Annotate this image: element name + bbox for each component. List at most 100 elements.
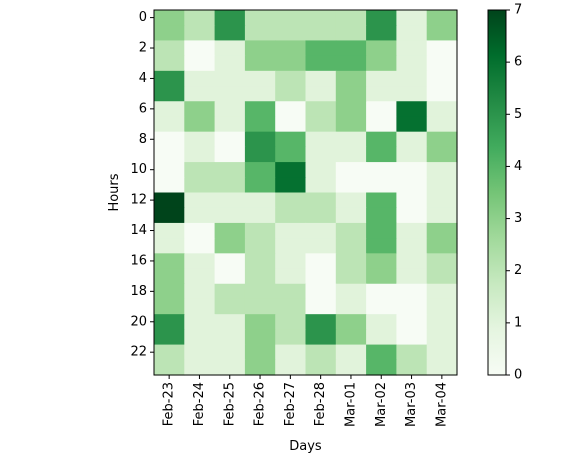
- heatmap-cell: [335, 70, 367, 87]
- heatmap-cell: [335, 55, 367, 72]
- heatmap-cell: [275, 116, 307, 133]
- heatmap-cell: [366, 268, 397, 285]
- heatmap-cell: [244, 359, 276, 376]
- y-tick-label: 12: [130, 193, 147, 208]
- heatmap-cell: [426, 55, 458, 72]
- heatmap-cell: [396, 131, 428, 148]
- heatmap-cell: [426, 298, 458, 315]
- heatmap-cell: [366, 283, 397, 300]
- heatmap-cell: [214, 86, 246, 102]
- heatmap-cell: [335, 222, 367, 239]
- heatmap-cell: [396, 359, 428, 376]
- heatmap-cell: [305, 10, 337, 26]
- heatmap-cell: [426, 116, 458, 133]
- heatmap-cell: [335, 314, 367, 330]
- heatmap-cell: [366, 25, 397, 42]
- heatmap-cell: [214, 222, 246, 239]
- colorbar-tick-label: 0: [514, 368, 522, 383]
- heatmap-cell: [214, 146, 246, 163]
- heatmap-cell: [184, 86, 216, 102]
- heatmap-cell: [275, 162, 307, 178]
- heatmap-cell: [335, 10, 367, 26]
- x-tick-label: Feb-25: [222, 382, 237, 426]
- y-tick-label: 22: [130, 345, 147, 360]
- heatmap-cell: [154, 146, 185, 163]
- heatmap-cell: [184, 101, 216, 118]
- heatmap-cell: [154, 344, 185, 361]
- heatmap-cell: [305, 359, 337, 376]
- heatmap-cell: [184, 207, 216, 224]
- y-tick-label: 0: [139, 10, 147, 25]
- heatmap-cell: [305, 131, 337, 148]
- heatmap-cell: [184, 329, 216, 346]
- y-tick-label: 6: [139, 101, 147, 116]
- heatmap-cell: [244, 101, 276, 118]
- heatmap-cell: [396, 25, 428, 42]
- heatmap-cell: [154, 192, 185, 209]
- x-tick-label: Feb-26: [253, 382, 268, 426]
- heatmap-cell: [366, 131, 397, 148]
- y-tick-label: 16: [130, 253, 147, 268]
- heatmap-cell: [154, 359, 185, 376]
- heatmap-cell: [305, 207, 337, 224]
- heatmap-cell: [275, 314, 307, 330]
- heatmap-cell: [244, 253, 276, 270]
- heatmap-cell: [154, 238, 185, 254]
- y-tick-label: 10: [130, 162, 147, 177]
- heatmap-cell: [366, 329, 397, 346]
- heatmap-cell: [396, 70, 428, 87]
- heatmap-cell: [184, 298, 216, 315]
- heatmap-cell: [214, 238, 246, 254]
- heatmap-cell: [244, 344, 276, 361]
- heatmap-cell: [154, 101, 185, 118]
- heatmap-cell: [244, 146, 276, 163]
- y-tick-label: 2: [139, 41, 147, 56]
- heatmap-cell: [335, 146, 367, 163]
- x-tick-label: Feb-27: [283, 382, 298, 426]
- heatmap-cell: [154, 10, 185, 26]
- heatmap-cell: [335, 25, 367, 42]
- heatmap-cell: [275, 207, 307, 224]
- heatmap-cell: [275, 55, 307, 72]
- heatmap-cell: [335, 101, 367, 118]
- heatmap-cell: [335, 283, 367, 300]
- heatmap-cell: [335, 344, 367, 361]
- heatmap-cell: [214, 192, 246, 209]
- heatmap-cell: [366, 207, 397, 224]
- heatmap-cell: [214, 162, 246, 178]
- heatmap-cell: [426, 10, 458, 26]
- heatmap-cell: [426, 268, 458, 285]
- colorbar-tick-label: 6: [514, 55, 522, 70]
- heatmap-cell: [275, 40, 307, 57]
- heatmap-cell: [244, 131, 276, 148]
- heatmap-cell: [154, 329, 185, 346]
- heatmap-cell: [275, 268, 307, 285]
- heatmap-cell: [244, 10, 276, 26]
- heatmap-cell: [184, 146, 216, 163]
- heatmap-cell: [184, 314, 216, 330]
- heatmap-cell: [275, 283, 307, 300]
- heatmap-cell: [335, 116, 367, 133]
- heatmap-cell: [214, 314, 246, 330]
- heatmap-cell: [275, 222, 307, 239]
- heatmap-cell: [335, 162, 367, 178]
- heatmap-cell: [214, 177, 246, 194]
- heatmap-cell: [154, 86, 185, 102]
- heatmap-cell: [305, 298, 337, 315]
- heatmap-cell: [305, 70, 337, 87]
- heatmap-cell: [426, 86, 458, 102]
- heatmap-cell: [244, 238, 276, 254]
- heatmap-cell: [426, 238, 458, 254]
- heatmap-cell: [396, 86, 428, 102]
- heatmap-cell: [366, 222, 397, 239]
- heatmap-cell: [214, 40, 246, 57]
- heatmap-cell: [214, 359, 246, 376]
- heatmap-cell: [426, 25, 458, 42]
- heatmap-cell: [154, 268, 185, 285]
- heatmap-cell: [305, 146, 337, 163]
- heatmap-cell: [426, 329, 458, 346]
- heatmap-cell: [275, 25, 307, 42]
- heatmap-cell: [305, 283, 337, 300]
- heatmap-cell: [396, 146, 428, 163]
- heatmap-cell: [426, 131, 458, 148]
